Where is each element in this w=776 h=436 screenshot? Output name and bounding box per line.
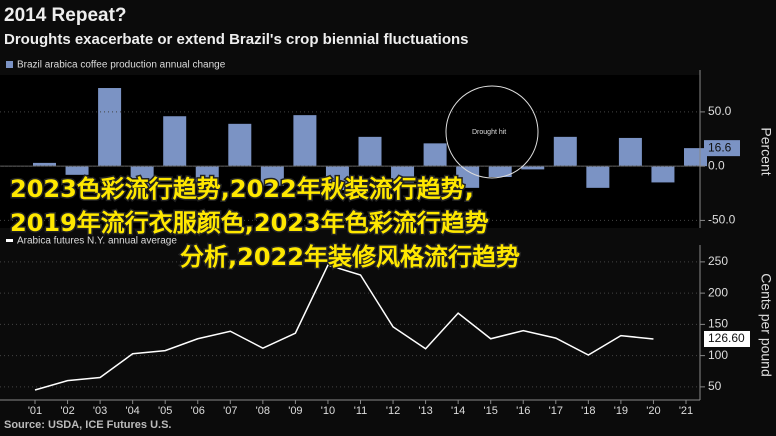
bar xyxy=(33,162,56,167)
overlay-text: 分析,2022年装修风格流行趋势 xyxy=(180,243,520,271)
x-tick-label: '03 xyxy=(93,405,107,417)
value-label: 16.6 xyxy=(708,140,732,154)
bar xyxy=(325,166,349,191)
y-tick-label: -50.0 xyxy=(708,213,736,227)
legend-label: Arabica futures N.Y. annual average xyxy=(17,236,177,247)
source: Source: USDA, ICE Futures U.S. xyxy=(4,419,171,431)
x-tick-label: '21 xyxy=(679,405,693,417)
bar xyxy=(163,116,187,167)
bar xyxy=(521,166,545,170)
x-tick-label: '10 xyxy=(321,405,335,417)
y-tick-label: 50 xyxy=(708,379,722,393)
bar xyxy=(684,148,707,167)
annotation: Drought hit xyxy=(472,129,506,136)
x-tick-label: '19 xyxy=(614,405,628,417)
value-label-box xyxy=(704,140,740,157)
bar xyxy=(391,166,415,183)
chart-title: 2014 Repeat? xyxy=(4,5,127,26)
y-tick-label: 100 xyxy=(708,348,728,362)
bar xyxy=(553,136,577,167)
x-tick-label: '18 xyxy=(581,405,595,417)
y-tick-label: 200 xyxy=(708,285,728,299)
bar xyxy=(195,166,219,183)
bar xyxy=(65,166,89,175)
x-tick-label: '17 xyxy=(549,405,563,417)
y-tick-label: 50.0 xyxy=(708,104,732,118)
x-tick-label: '07 xyxy=(223,405,237,417)
x-tick-label: '20 xyxy=(646,405,660,417)
y-tick-label: 150 xyxy=(708,317,728,331)
bar xyxy=(618,137,642,167)
x-tick-label: '04 xyxy=(125,405,139,417)
x-tick-label: '05 xyxy=(158,405,172,417)
chart-subtitle: Droughts exacerbate or extend Brazil's c… xyxy=(4,31,469,48)
bar xyxy=(423,143,447,167)
x-tick-label: '02 xyxy=(60,405,74,417)
x-tick-label: '14 xyxy=(451,405,465,417)
x-tick-label: '13 xyxy=(418,405,432,417)
x-tick-label: '15 xyxy=(484,405,498,417)
x-tick-label: '16 xyxy=(516,405,530,417)
x-tick-label: '12 xyxy=(386,405,400,417)
bar xyxy=(260,166,284,186)
bar xyxy=(293,115,317,167)
x-tick-label: '08 xyxy=(256,405,270,417)
y-axis-label: Cents per pound xyxy=(758,273,774,377)
bar xyxy=(98,88,122,167)
legend-swatch xyxy=(6,61,13,68)
bar xyxy=(586,166,610,188)
x-tick-label: '06 xyxy=(191,405,205,417)
bar xyxy=(488,166,512,177)
value-label-box xyxy=(704,331,750,347)
y-tick-label: 250 xyxy=(708,254,728,268)
legend-swatch xyxy=(6,239,13,242)
y-tick-label: 0.0 xyxy=(708,158,725,172)
bar xyxy=(228,123,252,167)
line xyxy=(34,264,654,391)
bar xyxy=(456,166,480,188)
y-axis-label: Percent xyxy=(758,127,774,175)
overlay-text: 2023色彩流行趋势,2022年秋装流行趋势, xyxy=(10,175,474,203)
bar xyxy=(358,136,382,167)
x-tick-label: '09 xyxy=(288,405,302,417)
overlay-text: 2019年流行衣服颜色,2023年色彩流行趋势 xyxy=(10,209,489,237)
bar xyxy=(130,166,154,188)
annotation-circle xyxy=(445,85,539,179)
legend-label: Brazil arabica coffee production annual … xyxy=(17,60,226,71)
value-label: 126.60 xyxy=(708,331,745,345)
x-tick-label: '11 xyxy=(354,405,368,417)
bar xyxy=(651,166,675,183)
x-tick-label: '01 xyxy=(28,405,42,417)
